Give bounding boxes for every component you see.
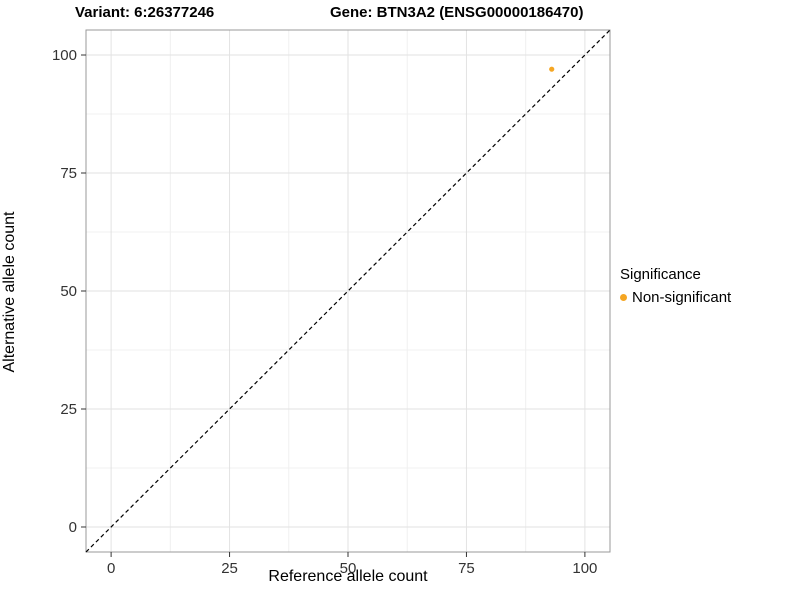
plot-title-variant: Variant: 6:26377246 <box>75 4 215 21</box>
y-tick-label: 0 <box>69 519 77 536</box>
y-tick-label: 100 <box>52 47 77 64</box>
legend-point-icon <box>620 294 627 301</box>
x-tick-label: 25 <box>221 560 238 577</box>
x-tick-label: 0 <box>107 560 115 577</box>
legend-title: Significance <box>620 266 701 283</box>
y-tick-label: 25 <box>60 401 77 418</box>
x-tick-label: 75 <box>458 560 475 577</box>
x-tick-label: 100 <box>572 560 597 577</box>
identity-reference-line <box>85 29 611 553</box>
legend-entry-label: Non-significant <box>632 289 732 306</box>
legend-entry: Non-significant <box>620 289 731 306</box>
x-tick-label: 50 <box>340 560 357 577</box>
x-axis-title: Reference allele count <box>268 568 428 585</box>
y-tick-label: 50 <box>60 283 77 300</box>
y-axis-title: Alternative allele count <box>1 211 18 373</box>
y-tick-label: 75 <box>60 165 77 182</box>
legend: Significance Non-significant <box>620 266 731 306</box>
plot-title-gene: Gene: BTN3A2 (ENSG00000186470) <box>330 4 584 21</box>
data-point <box>549 66 555 72</box>
